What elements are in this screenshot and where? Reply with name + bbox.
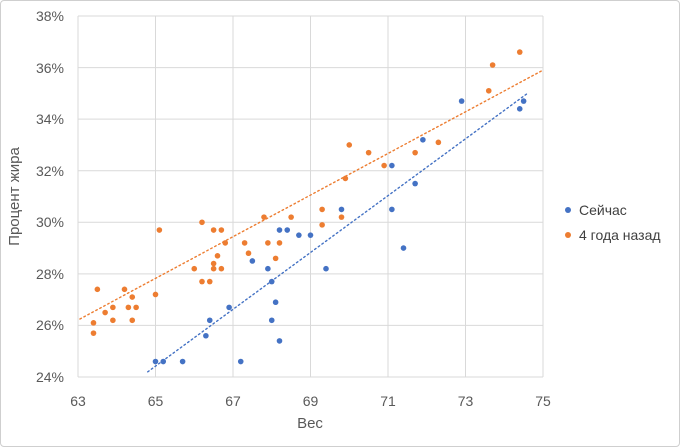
legend-label-past: 4 года назад bbox=[579, 227, 661, 243]
data-point-past[interactable] bbox=[241, 240, 248, 246]
x-tick-label: 71 bbox=[380, 393, 396, 409]
data-point-now[interactable] bbox=[249, 258, 256, 264]
data-point-now[interactable] bbox=[268, 278, 275, 285]
x-tick-label: 73 bbox=[457, 393, 474, 409]
data-point-past[interactable] bbox=[342, 175, 349, 182]
legend-item-now[interactable]: Сейчас bbox=[565, 202, 661, 218]
data-point-now[interactable] bbox=[237, 358, 244, 365]
data-point-past[interactable] bbox=[435, 139, 442, 146]
data-point-now[interactable] bbox=[272, 299, 279, 306]
legend-item-past[interactable]: 4 года назад bbox=[565, 227, 661, 243]
y-tick-label: 38% bbox=[35, 8, 64, 24]
data-point-past[interactable] bbox=[94, 286, 101, 293]
data-point-past[interactable] bbox=[206, 278, 213, 285]
data-point-past[interactable] bbox=[319, 206, 325, 213]
data-point-past[interactable] bbox=[210, 260, 217, 267]
data-point-now[interactable] bbox=[323, 265, 329, 272]
data-point-now[interactable] bbox=[420, 136, 426, 143]
y-tick-label: 28% bbox=[35, 265, 64, 282]
data-point-past[interactable] bbox=[90, 320, 97, 326]
data-point-now[interactable] bbox=[160, 358, 167, 365]
data-point-now[interactable] bbox=[338, 206, 345, 213]
data-point-past[interactable] bbox=[129, 317, 136, 324]
data-point-past[interactable] bbox=[152, 291, 159, 298]
data-point-now[interactable] bbox=[152, 358, 159, 365]
data-point-past[interactable] bbox=[156, 227, 163, 233]
data-point-past[interactable] bbox=[129, 294, 136, 300]
data-point-past[interactable] bbox=[265, 240, 271, 246]
x-tick-label: 65 bbox=[147, 393, 164, 409]
y-tick-label: 36% bbox=[35, 59, 64, 76]
data-point-past[interactable] bbox=[121, 286, 128, 293]
x-tick-label: 69 bbox=[302, 393, 319, 409]
data-point-now[interactable] bbox=[458, 98, 465, 104]
data-point-past[interactable] bbox=[218, 227, 225, 233]
y-tick-label: 24% bbox=[35, 369, 64, 385]
data-point-past[interactable] bbox=[110, 304, 116, 311]
data-point-now[interactable] bbox=[520, 98, 527, 104]
y-tick-label: 32% bbox=[35, 162, 64, 179]
legend-marker-past-icon bbox=[565, 232, 571, 238]
data-point-past[interactable] bbox=[261, 214, 267, 220]
data-point-past[interactable] bbox=[222, 240, 229, 246]
data-point-past[interactable] bbox=[199, 278, 205, 285]
data-point-past[interactable] bbox=[102, 309, 108, 316]
data-point-now[interactable] bbox=[179, 358, 186, 365]
data-point-past[interactable] bbox=[125, 304, 132, 311]
data-point-past[interactable] bbox=[133, 304, 139, 311]
data-point-past[interactable] bbox=[276, 240, 283, 246]
y-tick-label: 34% bbox=[35, 111, 64, 128]
data-point-past[interactable] bbox=[381, 162, 387, 169]
y-tick-label: 30% bbox=[35, 214, 64, 231]
data-point-past[interactable] bbox=[319, 222, 325, 228]
data-point-past[interactable] bbox=[191, 265, 198, 272]
data-point-now[interactable] bbox=[268, 317, 275, 324]
x-tick-label: 63 bbox=[70, 393, 86, 409]
x-tick-label: 75 bbox=[535, 393, 551, 409]
data-point-past[interactable] bbox=[210, 265, 217, 272]
data-point-past[interactable] bbox=[516, 49, 523, 55]
data-point-now[interactable] bbox=[400, 245, 407, 251]
data-point-past[interactable] bbox=[90, 330, 97, 336]
data-point-now[interactable] bbox=[276, 338, 283, 344]
data-point-now[interactable] bbox=[206, 317, 213, 324]
data-point-now[interactable] bbox=[203, 332, 209, 339]
data-point-past[interactable] bbox=[210, 227, 217, 233]
data-point-now[interactable] bbox=[307, 232, 314, 238]
legend: Сейчас 4 года назад bbox=[565, 202, 661, 243]
data-point-past[interactable] bbox=[365, 149, 372, 156]
y-tick-label: 26% bbox=[35, 317, 64, 334]
x-axis-title: Вес bbox=[297, 415, 323, 432]
data-point-now[interactable] bbox=[296, 232, 302, 238]
legend-label-now: Сейчас bbox=[579, 202, 627, 218]
x-tick-label: 67 bbox=[225, 393, 241, 409]
data-point-now[interactable] bbox=[284, 227, 291, 233]
data-point-past[interactable] bbox=[245, 250, 252, 257]
data-point-now[interactable] bbox=[265, 265, 271, 272]
data-point-past[interactable] bbox=[346, 142, 353, 148]
data-point-past[interactable] bbox=[110, 317, 116, 324]
trendline-past[interactable] bbox=[79, 69, 544, 320]
legend-marker-now-icon bbox=[565, 207, 571, 213]
trendline-now[interactable] bbox=[147, 92, 529, 373]
data-point-past[interactable] bbox=[489, 62, 496, 68]
data-point-now[interactable] bbox=[412, 180, 418, 187]
data-point-past[interactable] bbox=[272, 255, 279, 262]
data-point-now[interactable] bbox=[389, 162, 395, 169]
data-point-past[interactable] bbox=[338, 214, 345, 220]
data-point-past[interactable] bbox=[218, 265, 225, 272]
data-point-past[interactable] bbox=[288, 214, 294, 220]
data-point-past[interactable] bbox=[199, 219, 205, 226]
data-point-past[interactable] bbox=[214, 253, 221, 259]
data-point-now[interactable] bbox=[516, 106, 523, 112]
data-point-now[interactable] bbox=[226, 304, 232, 311]
data-point-now[interactable] bbox=[389, 206, 395, 213]
data-point-past[interactable] bbox=[412, 149, 418, 156]
data-point-now[interactable] bbox=[276, 227, 283, 233]
data-point-past[interactable] bbox=[485, 87, 492, 94]
